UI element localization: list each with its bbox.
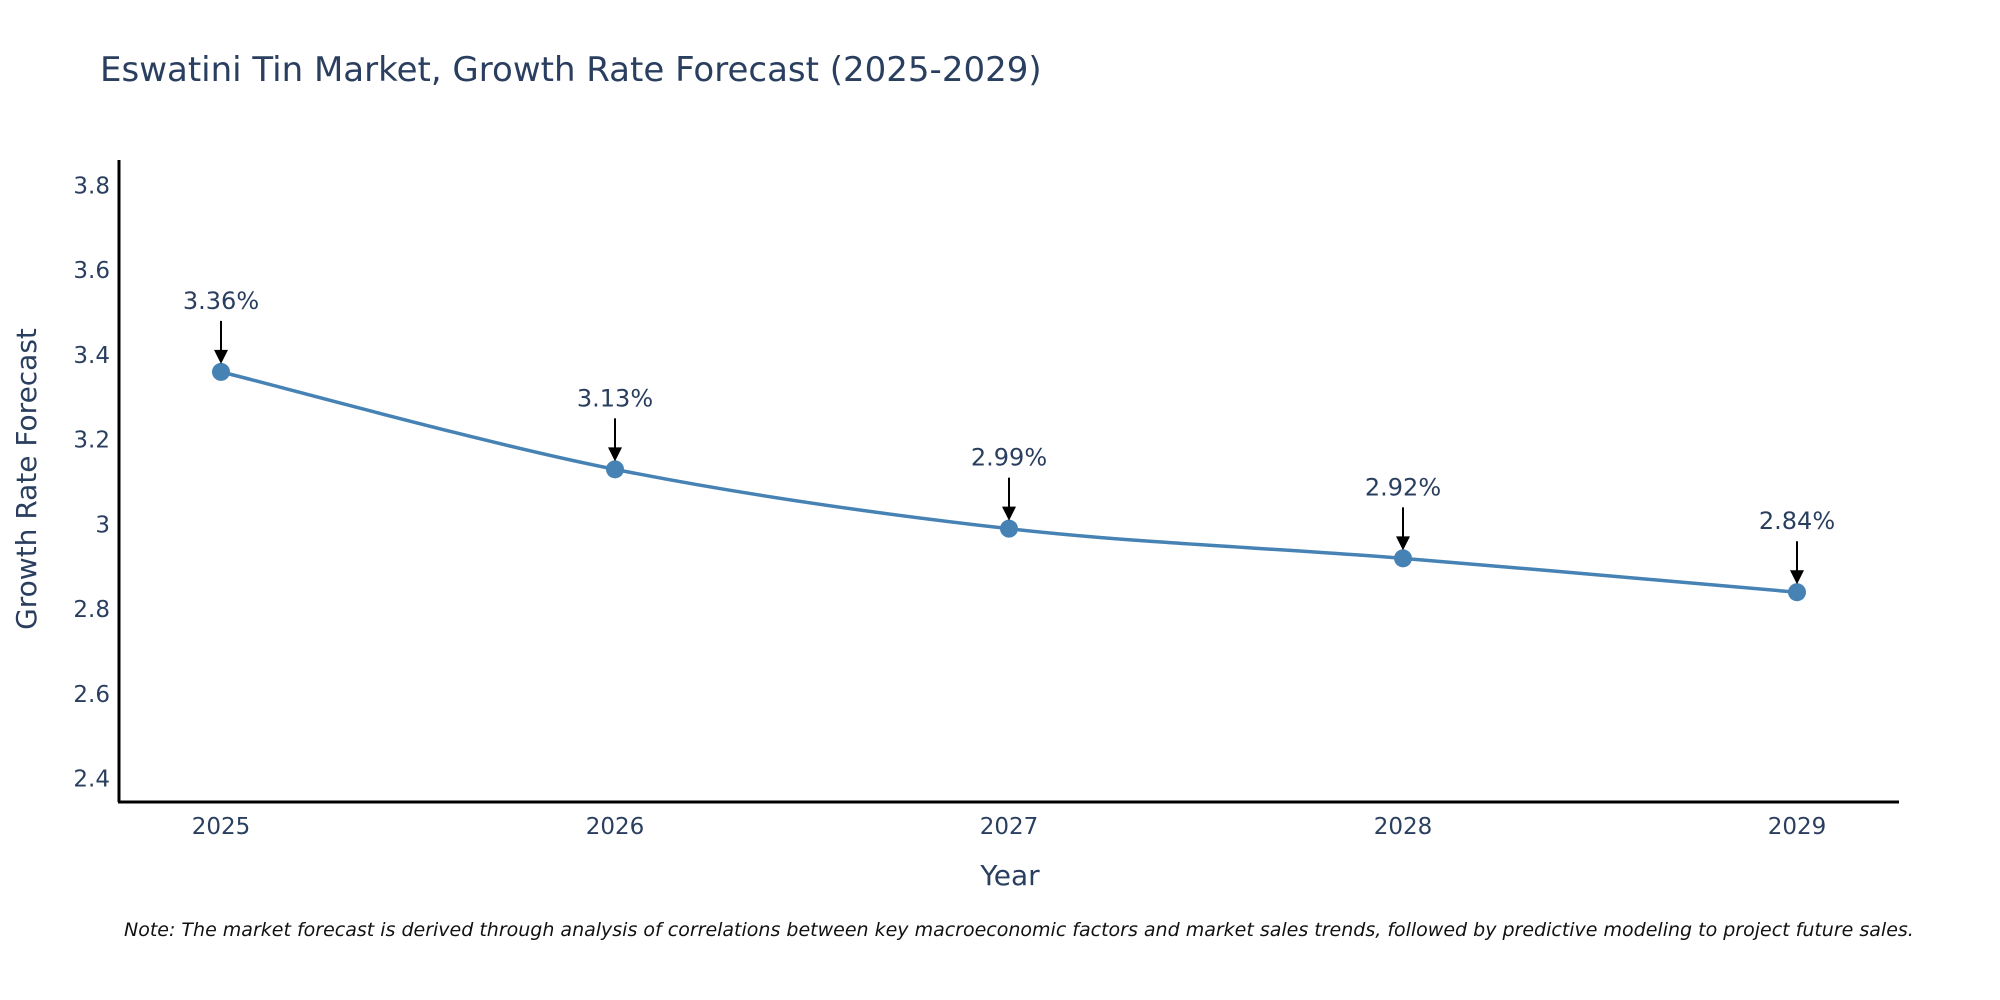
annotation-arrow-head: [214, 349, 228, 364]
x-tick-label: 2028: [1374, 814, 1433, 840]
data-point-marker: [1394, 549, 1412, 568]
data-label: 3.13%: [577, 384, 653, 412]
x-axis-title: Year: [979, 859, 1040, 892]
annotation-arrow-head: [1396, 536, 1410, 551]
data-point-marker: [1000, 519, 1018, 538]
series-markers: [212, 362, 1806, 602]
chart-title: Eswatini Tin Market, Growth Rate Forecas…: [100, 50, 1042, 90]
data-label: 2.92%: [1365, 473, 1441, 501]
y-tick-label: 2.8: [73, 597, 110, 623]
annotation-arrow-head: [1790, 570, 1804, 585]
y-tick-label: 2.6: [73, 682, 110, 708]
data-point-marker: [606, 460, 624, 479]
y-axis-ticks: 2.4 2.6 2.8 3 3.2 3.4 3.6 3.8: [73, 173, 110, 792]
x-tick-label: 2025: [192, 814, 251, 840]
x-tick-label: 2027: [980, 814, 1039, 840]
y-tick-label: 3.8: [73, 173, 110, 199]
y-tick-label: 3.6: [73, 258, 110, 284]
annotation-arrow-head: [608, 447, 622, 462]
footnote: Note: The market forecast is derived thr…: [124, 919, 1914, 941]
x-tick-label: 2029: [1768, 814, 1827, 840]
y-tick-label: 3.2: [73, 428, 110, 454]
data-label-annotations: 3.36% 3.13% 2.99% 2.92% 2.84%: [183, 287, 1835, 585]
annotation-arrow-head: [1002, 506, 1016, 521]
data-point-marker: [212, 362, 230, 381]
data-label: 3.36%: [183, 287, 259, 315]
y-tick-label: 3: [95, 512, 110, 538]
data-point-marker: [1788, 583, 1806, 602]
data-label: 2.84%: [1759, 507, 1835, 535]
data-label: 2.99%: [971, 444, 1047, 472]
y-axis-title: Growth Rate Forecast: [10, 328, 43, 630]
x-tick-label: 2026: [586, 814, 645, 840]
x-axis-ticks: 2025 2026 2027 2028 2029: [192, 814, 1827, 840]
y-tick-label: 3.4: [73, 343, 110, 369]
y-tick-label: 2.4: [73, 767, 110, 793]
